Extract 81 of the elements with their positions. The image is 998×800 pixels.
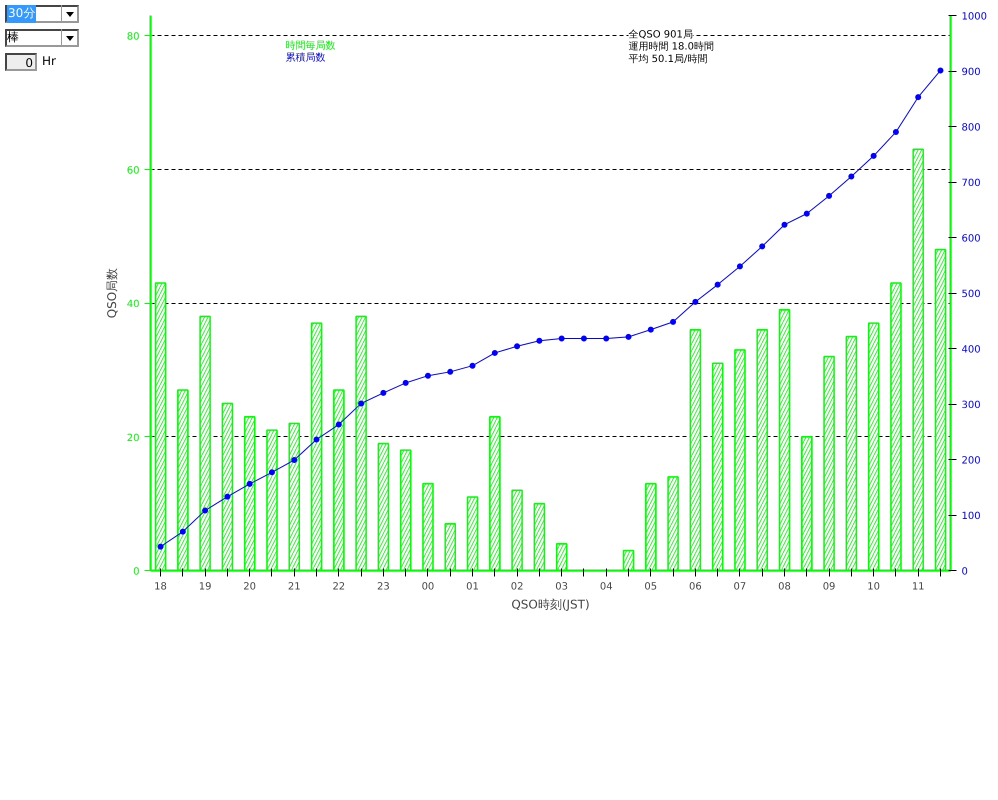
x-tick-label: 18 [154,582,167,592]
text: 時間毎局数 [285,39,336,52]
point [937,67,944,74]
point [268,469,275,476]
point [915,94,922,100]
point [514,343,520,350]
x-tick-label: 06 [688,582,702,592]
annotation: 平均 50.1局/時間 [628,52,708,65]
point [336,422,342,428]
point [670,318,676,325]
point [224,494,230,500]
x-tick-label: 02 [510,582,524,592]
y2-tick-label: 100 [962,511,981,522]
text: 棒 [7,29,19,46]
y-tick-label: 40 [126,299,140,310]
x-tick-label: 21 [288,582,301,592]
point [558,336,565,342]
y2-tick-label: 800 [962,122,981,134]
point [314,436,320,443]
point [470,362,476,369]
point [826,192,832,199]
y2-tick-label: 300 [962,400,981,411]
y2-tick-label: 600 [962,234,981,244]
point [202,508,208,514]
point [603,336,610,342]
point [625,334,632,340]
x-axis-title: QSO時刻(JST) [511,598,590,612]
annotation: 運用時間 18.0時間 [628,40,714,53]
point [648,326,654,333]
text: Hr [42,53,56,70]
point [804,210,810,217]
x-tick-label: 22 [332,582,346,592]
x-tick-label: 09 [822,582,836,592]
point [692,298,698,305]
point [870,152,877,159]
y2-tick-label: 400 [962,344,981,356]
text: 30分 [7,5,36,23]
point [759,243,766,250]
x-tick-label: 08 [778,582,791,592]
x-tick-label: 10 [867,582,880,592]
x-tick-label: 20 [243,582,256,592]
y-tick-label: 80 [126,32,140,43]
point [892,129,899,136]
y-axis-title: QSO局数 [104,268,119,318]
annotation: 全QSO 901局 [628,28,693,40]
x-tick-label: 11 [912,582,925,592]
y-tick-label: 0 [133,566,140,578]
text: 0 [5,53,37,71]
x-tick-label: 19 [198,582,212,592]
y2-tick-label: 900 [962,67,981,78]
point [358,400,364,406]
point [424,372,431,379]
point [536,338,542,344]
x-tick-label: 05 [644,582,658,592]
y2-tick-label: 200 [962,456,981,466]
y2-tick-label: 1000 [962,12,987,22]
point [492,350,498,356]
y2-tick-label: 0 [962,566,968,578]
y2-tick-label: 500 [962,289,981,300]
y-tick-label: 60 [126,165,140,176]
point [580,336,587,342]
x-tick-label: 00 [422,582,434,592]
point [291,457,298,464]
point [180,528,186,535]
point [714,282,721,288]
point [447,368,454,375]
y2-tick-label: 700 [962,178,981,189]
point [402,380,409,386]
x-tick-label: 07 [734,582,746,592]
text: 累積局数 [285,52,326,64]
point [380,390,386,396]
x-tick-label: 04 [600,582,613,592]
point [848,173,854,180]
x-tick-label: 03 [555,582,568,592]
x-tick-label: 23 [377,582,390,592]
x-tick-label: 01 [466,582,479,592]
point [781,222,788,228]
point [736,263,743,270]
point [246,480,253,487]
y-tick-label: 20 [126,432,140,444]
point [158,544,164,550]
